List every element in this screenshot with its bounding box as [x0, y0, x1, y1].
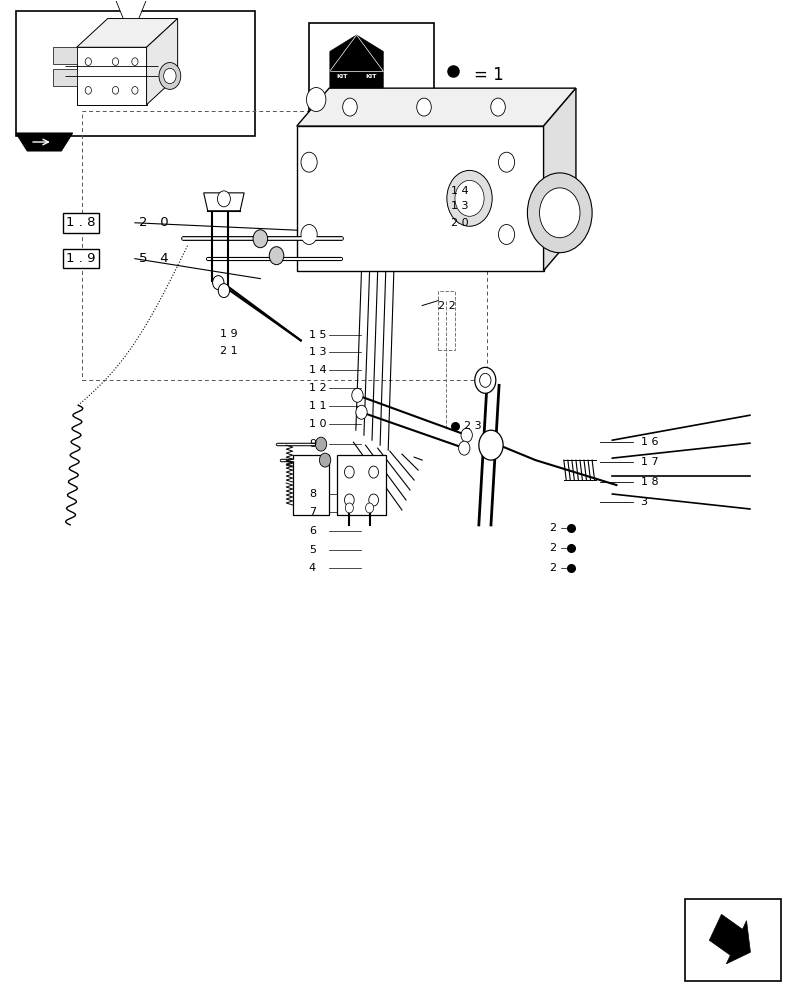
Polygon shape: [204, 193, 244, 211]
Circle shape: [368, 466, 378, 478]
Text: = 1: = 1: [474, 66, 504, 84]
Text: 1 0: 1 0: [308, 419, 326, 429]
Circle shape: [131, 58, 138, 65]
Circle shape: [301, 152, 317, 172]
Text: 8: 8: [308, 489, 315, 499]
Text: KIT: KIT: [365, 74, 376, 79]
Circle shape: [416, 98, 431, 116]
Bar: [16, 11, 255, 136]
Circle shape: [478, 430, 503, 460]
Circle shape: [218, 284, 230, 298]
Text: 7: 7: [308, 507, 315, 517]
Polygon shape: [76, 19, 178, 47]
Text: 1 4: 1 4: [308, 365, 326, 375]
Circle shape: [159, 63, 181, 89]
Polygon shape: [329, 35, 383, 107]
Bar: [684, 899, 779, 981]
Text: 1 . 8: 1 . 8: [66, 216, 96, 229]
Text: 1 5: 1 5: [308, 330, 326, 340]
Text: 1 6: 1 6: [640, 437, 658, 447]
Polygon shape: [16, 133, 72, 151]
Text: 6: 6: [308, 526, 315, 536]
Circle shape: [365, 503, 373, 513]
Bar: [82, 111, 487, 380]
Text: 1 2: 1 2: [308, 383, 326, 393]
Circle shape: [85, 87, 92, 94]
Text: 1 3: 1 3: [450, 201, 467, 211]
Circle shape: [164, 68, 176, 84]
Circle shape: [306, 88, 325, 111]
Circle shape: [498, 152, 514, 172]
Circle shape: [85, 58, 92, 65]
Circle shape: [301, 225, 317, 244]
Polygon shape: [709, 914, 749, 964]
Polygon shape: [543, 88, 575, 271]
Text: 2: 2: [549, 523, 556, 533]
Bar: [296, 126, 543, 271]
Text: 2 0: 2 0: [450, 218, 468, 228]
Polygon shape: [296, 88, 575, 126]
Circle shape: [490, 98, 504, 116]
Circle shape: [526, 173, 591, 253]
Circle shape: [368, 494, 378, 506]
Circle shape: [344, 494, 354, 506]
Circle shape: [355, 405, 367, 419]
Polygon shape: [146, 19, 178, 105]
Text: 1 1: 1 1: [308, 401, 326, 411]
Bar: [308, 23, 434, 123]
Text: 5   4: 5 4: [139, 252, 169, 265]
Circle shape: [539, 188, 579, 238]
Circle shape: [269, 247, 284, 265]
Circle shape: [315, 437, 326, 451]
Circle shape: [344, 466, 354, 478]
Text: 1 8: 1 8: [640, 477, 658, 487]
Text: 1 7: 1 7: [640, 457, 658, 467]
Circle shape: [454, 180, 483, 216]
Text: 5: 5: [308, 545, 315, 555]
Circle shape: [131, 87, 138, 94]
Circle shape: [498, 225, 514, 244]
Circle shape: [342, 98, 357, 116]
Text: 1 . 9: 1 . 9: [66, 252, 96, 265]
Circle shape: [446, 170, 491, 226]
Text: 9: 9: [308, 439, 315, 449]
Bar: [438, 291, 454, 350]
Text: 1 3: 1 3: [308, 347, 326, 357]
Circle shape: [217, 191, 230, 207]
Circle shape: [319, 453, 330, 467]
Circle shape: [474, 367, 496, 393]
Text: 2: 2: [549, 543, 556, 553]
Circle shape: [112, 58, 118, 65]
Text: KIT: KIT: [336, 74, 347, 79]
Bar: [54, 47, 76, 64]
Text: 1 9: 1 9: [220, 329, 237, 339]
Circle shape: [253, 230, 268, 248]
Circle shape: [212, 276, 224, 290]
Polygon shape: [337, 455, 385, 515]
Text: 4: 4: [308, 563, 315, 573]
Circle shape: [479, 373, 491, 387]
Text: 2 3: 2 3: [464, 421, 481, 431]
Circle shape: [458, 441, 470, 455]
Text: 3: 3: [640, 497, 647, 507]
Text: 2 1: 2 1: [220, 346, 237, 356]
Circle shape: [345, 503, 353, 513]
Text: 2 2: 2 2: [438, 301, 456, 311]
Circle shape: [461, 428, 472, 442]
Circle shape: [351, 388, 363, 402]
Text: 2: 2: [549, 563, 556, 573]
Text: 1 4: 1 4: [450, 186, 468, 196]
Circle shape: [112, 87, 118, 94]
Polygon shape: [76, 47, 146, 105]
Bar: [54, 69, 76, 86]
Polygon shape: [292, 455, 328, 515]
Text: 2   0: 2 0: [139, 216, 169, 229]
Polygon shape: [115, 0, 146, 19]
